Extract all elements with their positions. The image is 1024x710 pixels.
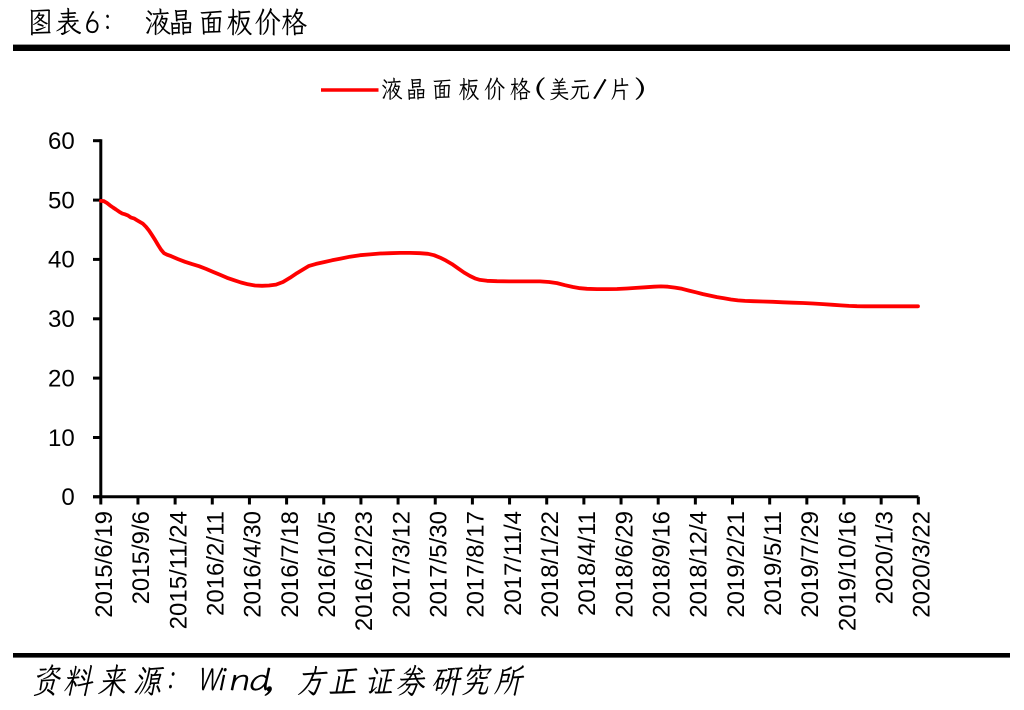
svg-text:2015/6/19: 2015/6/19 (91, 511, 118, 618)
svg-text:10: 10 (48, 425, 75, 452)
svg-text:2019/7/29: 2019/7/29 (797, 511, 824, 618)
svg-text:30: 30 (48, 306, 75, 333)
svg-text:2018/6/29: 2018/6/29 (611, 511, 638, 618)
svg-text:2017/11/4: 2017/11/4 (500, 511, 527, 616)
svg-text:0: 0 (61, 484, 74, 511)
svg-text:2017/5/30: 2017/5/30 (425, 511, 452, 618)
svg-text:2016/2/11: 2016/2/11 (203, 511, 230, 616)
svg-text:2020/1/3: 2020/1/3 (871, 511, 898, 604)
svg-text:2015/11/24: 2015/11/24 (165, 511, 192, 629)
svg-text:2019/2/21: 2019/2/21 (723, 511, 750, 618)
svg-text:2015/9/6: 2015/9/6 (128, 511, 155, 604)
svg-text:2019/5/11: 2019/5/11 (760, 511, 787, 616)
svg-text:2018/4/11: 2018/4/11 (574, 511, 601, 616)
svg-text:2018/1/22: 2018/1/22 (537, 511, 564, 618)
svg-text:2016/10/5: 2016/10/5 (314, 511, 341, 618)
svg-text:50: 50 (48, 187, 75, 214)
svg-text:2017/3/12: 2017/3/12 (388, 511, 415, 618)
svg-text:2017/8/17: 2017/8/17 (463, 511, 490, 618)
svg-text:2016/4/30: 2016/4/30 (240, 511, 267, 618)
svg-text:2020/3/22: 2020/3/22 (909, 511, 936, 618)
svg-text:2018/12/4: 2018/12/4 (686, 511, 713, 618)
svg-text:2019/10/16: 2019/10/16 (834, 511, 861, 631)
svg-text:2016/7/18: 2016/7/18 (277, 511, 304, 618)
svg-text:20: 20 (48, 365, 75, 392)
svg-text:40: 40 (48, 247, 75, 274)
svg-text:60: 60 (48, 128, 75, 155)
svg-text:2016/12/23: 2016/12/23 (351, 511, 378, 631)
svg-text:2018/9/16: 2018/9/16 (648, 511, 675, 618)
